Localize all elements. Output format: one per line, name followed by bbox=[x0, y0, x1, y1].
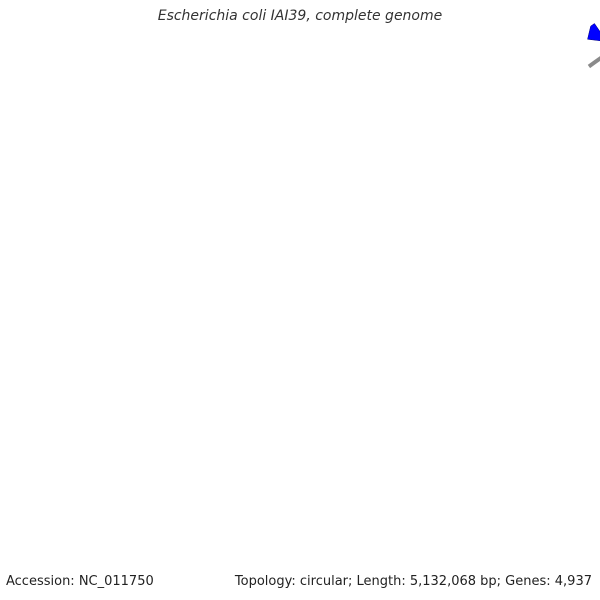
topology-text: Topology: circular; Length: 5,132,068 bp… bbox=[234, 574, 592, 589]
map-title: Escherichia coli IAI39, complete genome bbox=[157, 8, 443, 24]
accession-text: Accession: NC_011750 bbox=[6, 574, 154, 589]
gene-ring bbox=[587, 23, 600, 69]
reverse-gene-arrow bbox=[587, 23, 600, 42]
